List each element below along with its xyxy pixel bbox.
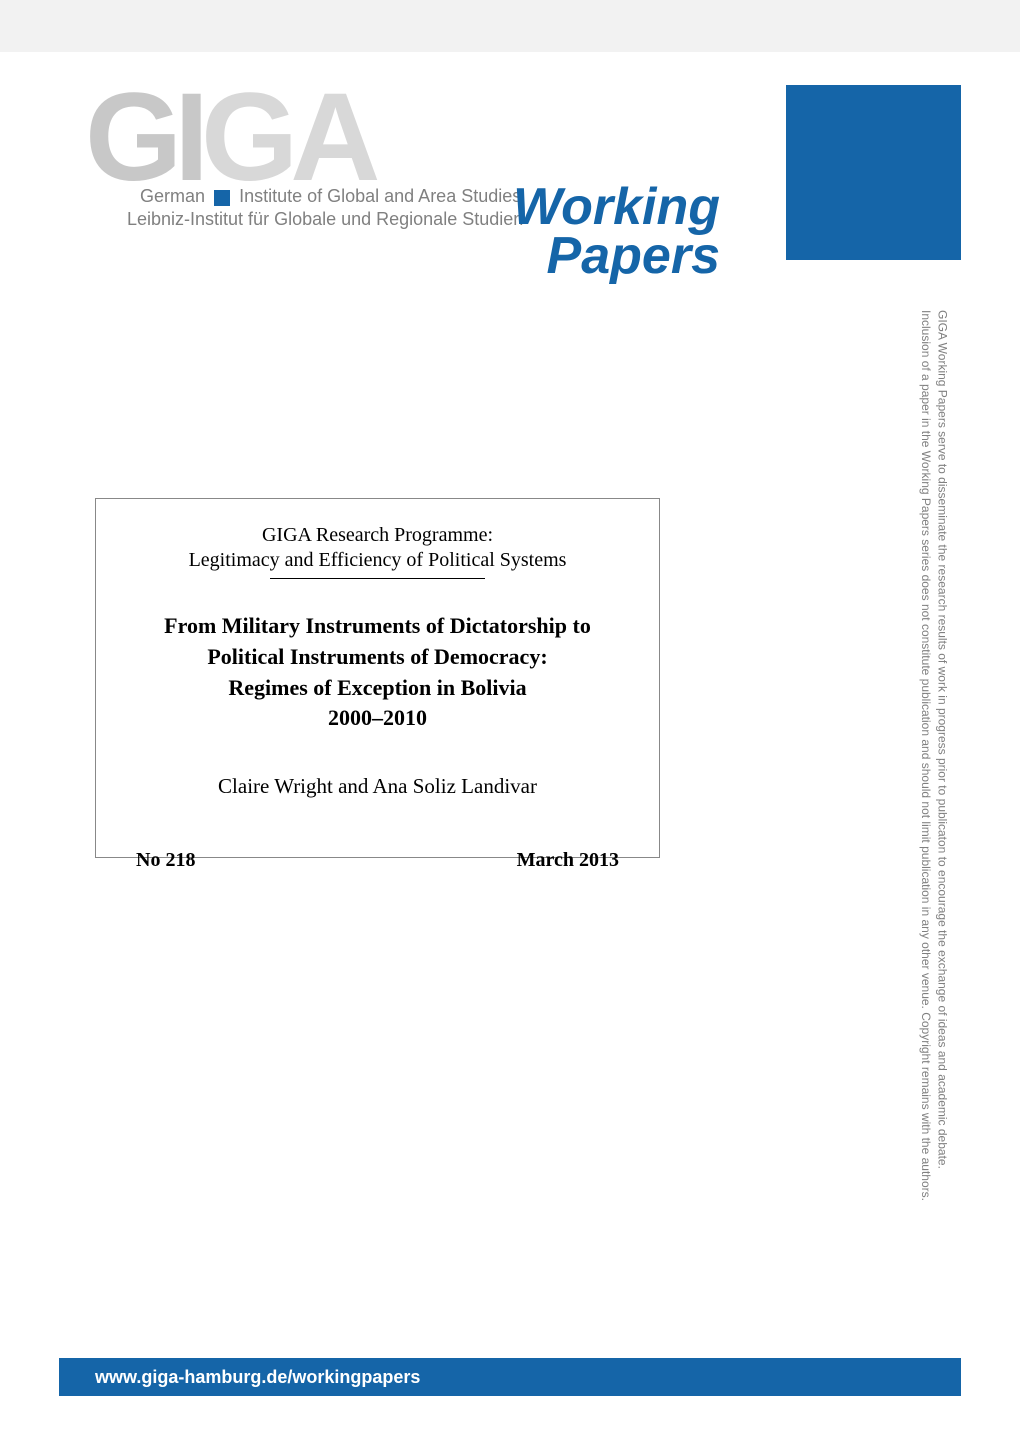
paper-number: No 218 xyxy=(136,849,195,872)
footer-url: www.giga-hamburg.de/workingpapers xyxy=(95,1367,420,1388)
title-line4: 2000–2010 xyxy=(131,703,624,734)
bottom-bar: www.giga-hamburg.de/workingpapers xyxy=(59,1358,961,1396)
footer-row: No 218 March 2013 xyxy=(131,849,624,872)
working-papers-heading: Working Papers xyxy=(513,183,720,282)
divider-line xyxy=(270,578,485,579)
disclaimer-line1: GIGA Working Papers serve to disseminate… xyxy=(935,310,949,1169)
logo-letter-g1: G xyxy=(85,68,174,207)
programme-line1: GIGA Research Programme: xyxy=(131,524,624,547)
programme-line2: Legitimacy and Efficiency of Political S… xyxy=(131,549,624,572)
logo-letter-a: A xyxy=(290,68,372,207)
logo-letter-i: I xyxy=(174,68,201,207)
disclaimer-line2: Inclusion of a paper in the Working Pape… xyxy=(919,310,933,1201)
header-region: GIGA Working Papers German Institute of … xyxy=(85,85,760,230)
title-line1: From Military Instruments of Dictatorshi… xyxy=(131,611,624,642)
title-line2: Political Instruments of Democracy: xyxy=(131,642,624,673)
authors: Claire Wright and Ana Soliz Landivar xyxy=(131,774,624,799)
title-line3: Regimes of Exception in Bolivia xyxy=(131,673,624,704)
top-grey-edge xyxy=(0,0,1020,52)
content-box: GIGA Research Programme: Legitimacy and … xyxy=(95,498,660,858)
paper-date: March 2013 xyxy=(517,849,619,872)
giga-logo: GIGA xyxy=(85,85,760,191)
vertical-disclaimer-region: GIGA Working Papers serve to disseminate… xyxy=(918,310,948,1310)
working-text: Working xyxy=(513,183,720,232)
blue-corner-block xyxy=(786,85,961,260)
logo-letter-g2: G xyxy=(201,68,290,207)
papers-text: Papers xyxy=(513,232,720,281)
title-block: From Military Instruments of Dictatorshi… xyxy=(131,611,624,734)
page-container: GIGA Working Papers German Institute of … xyxy=(0,0,1020,1442)
vertical-disclaimer-text: GIGA Working Papers serve to disseminate… xyxy=(918,310,950,1201)
